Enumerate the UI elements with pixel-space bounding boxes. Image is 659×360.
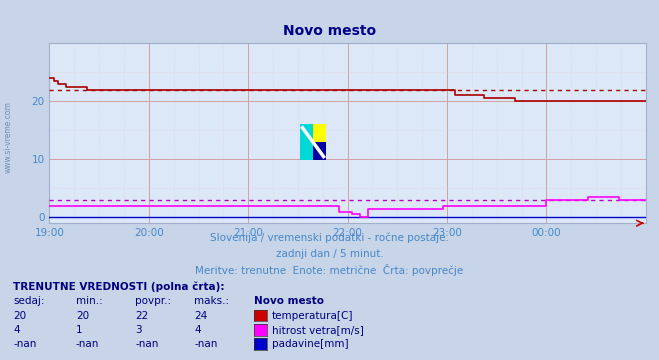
Text: hitrost vetra[m/s]: hitrost vetra[m/s] [272,325,364,335]
Text: zadnji dan / 5 minut.: zadnji dan / 5 minut. [275,249,384,260]
Text: -nan: -nan [76,339,99,350]
Text: 4: 4 [13,325,20,335]
Text: Novo mesto: Novo mesto [254,296,324,306]
Text: temperatura[C]: temperatura[C] [272,311,354,321]
Text: 4: 4 [194,325,201,335]
Text: 20: 20 [76,311,89,321]
Text: 3: 3 [135,325,142,335]
Text: Novo mesto: Novo mesto [283,24,376,37]
Text: Meritve: trenutne  Enote: metrične  Črta: povprečje: Meritve: trenutne Enote: metrične Črta: … [195,264,464,276]
Text: min.:: min.: [76,296,103,306]
Polygon shape [313,124,326,142]
Text: -nan: -nan [13,339,36,350]
Text: 1: 1 [76,325,82,335]
Text: -nan: -nan [194,339,217,350]
Text: 24: 24 [194,311,208,321]
Text: maks.:: maks.: [194,296,229,306]
Text: padavine[mm]: padavine[mm] [272,339,349,350]
Polygon shape [300,124,313,160]
Text: povpr.:: povpr.: [135,296,171,306]
Text: Slovenija / vremenski podatki - ročne postaje.: Slovenija / vremenski podatki - ročne po… [210,233,449,243]
Text: 20: 20 [13,311,26,321]
Text: TRENUTNE VREDNOSTI (polna črta):: TRENUTNE VREDNOSTI (polna črta): [13,281,225,292]
Text: www.si-vreme.com: www.si-vreme.com [3,101,13,173]
Polygon shape [313,142,326,160]
Text: -nan: -nan [135,339,158,350]
Text: sedaj:: sedaj: [13,296,45,306]
Text: 22: 22 [135,311,148,321]
